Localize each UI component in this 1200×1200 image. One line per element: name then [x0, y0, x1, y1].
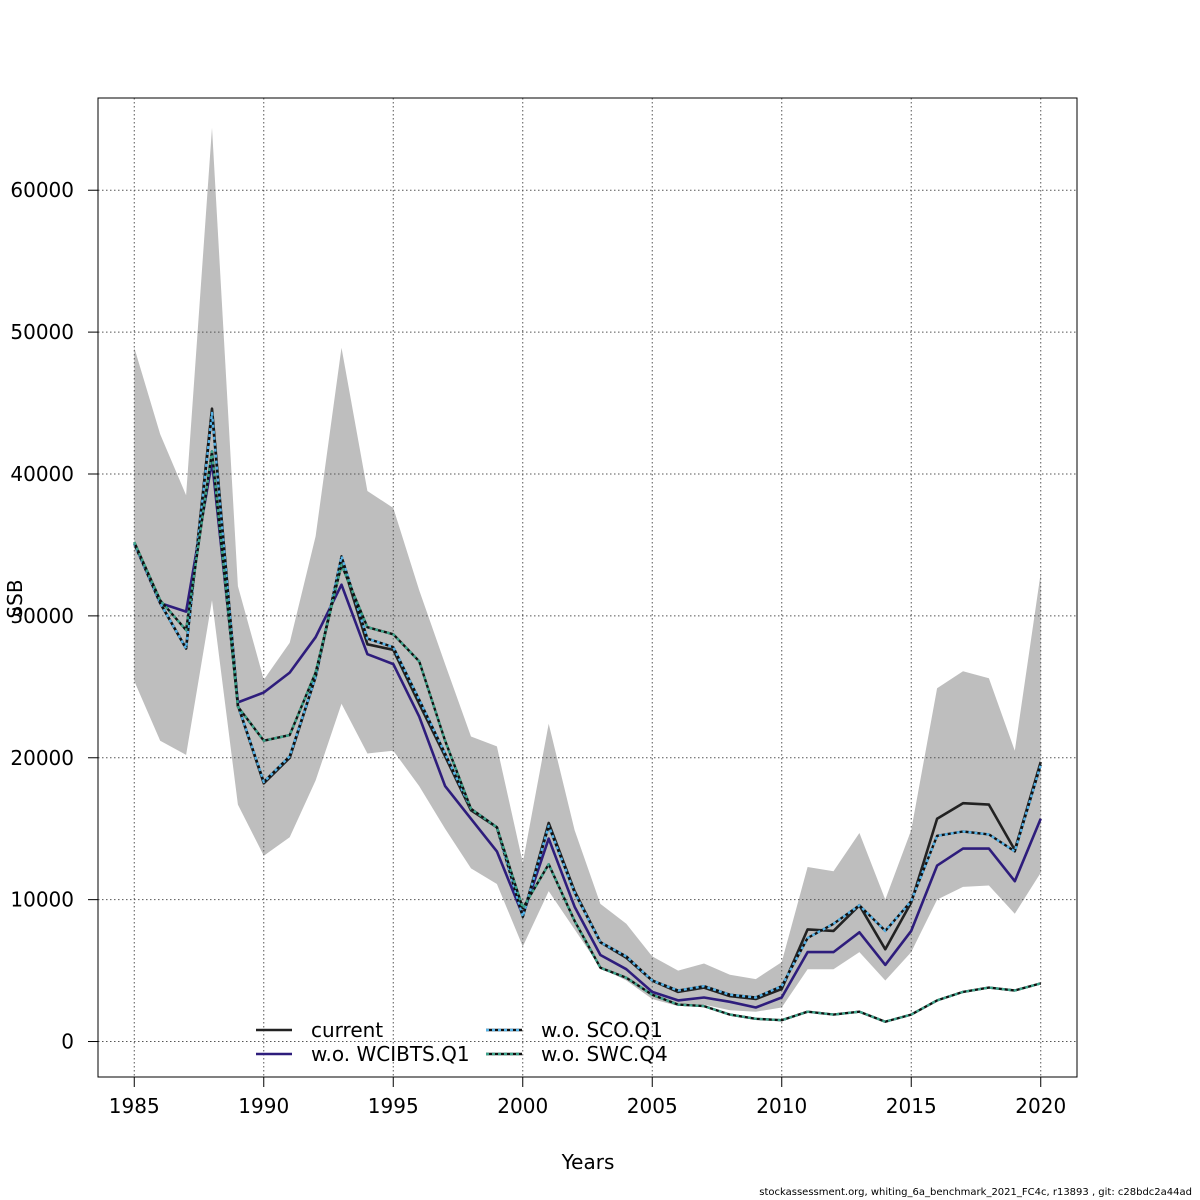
y-tick-label: 10000: [10, 888, 74, 912]
x-tick-label: 2000: [497, 1094, 548, 1118]
axes-layer: 1985 1990 1995 2000 2005 2010 2015 2020 0 10000 20…: [10, 97, 1078, 1118]
y-axis-title: SSB: [3, 579, 27, 618]
series-2: [133, 411, 1042, 999]
y-tick-label: 30000: [10, 604, 74, 628]
grid-layer: [98, 98, 1077, 1077]
legend-label: w.o. SCO.Q1: [541, 1018, 663, 1042]
legend-label: w.o. WCIBTS.Q1: [311, 1042, 470, 1066]
x-tick-label: 2015: [886, 1094, 937, 1118]
legend-item-0: current: [256, 1018, 383, 1042]
legend-item-1: w.o. WCIBTS.Q1: [256, 1042, 470, 1066]
y-tick-label: 40000: [10, 462, 74, 486]
series-layer: [133, 407, 1042, 1023]
series-line: [133, 411, 1042, 999]
y-tick-label: 20000: [10, 746, 74, 770]
series-1: [133, 459, 1042, 1009]
legend-item-2: w.o. SCO.Q1: [486, 1018, 663, 1042]
confidence-band-layer: [134, 127, 1041, 1012]
series-line: [133, 459, 1042, 1009]
legend-item-3: w.o. SWC.Q4: [486, 1042, 668, 1066]
y-tick-label: 0: [61, 1030, 74, 1054]
x-tick-label: 2005: [627, 1094, 678, 1118]
x-tick-label: 2020: [1015, 1094, 1066, 1118]
confidence-band: [134, 127, 1041, 1012]
legend-label: w.o. SWC.Q4: [541, 1042, 668, 1066]
x-tick-label: 2010: [756, 1094, 807, 1118]
series-line: [133, 450, 1042, 1023]
y-tick-label: 50000: [10, 320, 74, 344]
x-tick-label: 1990: [238, 1094, 289, 1118]
x-axis-title: Years: [561, 1150, 615, 1174]
footer-note: stockassessment.org, whiting_6a_benchmar…: [759, 1187, 1192, 1198]
x-tick-label: 1985: [109, 1094, 160, 1118]
plot-frame: [97, 97, 1078, 1078]
series-3: [133, 450, 1042, 1023]
y-tick-label: 60000: [10, 178, 74, 202]
x-tick-label: 1995: [368, 1094, 419, 1118]
legend-label: current: [311, 1018, 383, 1042]
